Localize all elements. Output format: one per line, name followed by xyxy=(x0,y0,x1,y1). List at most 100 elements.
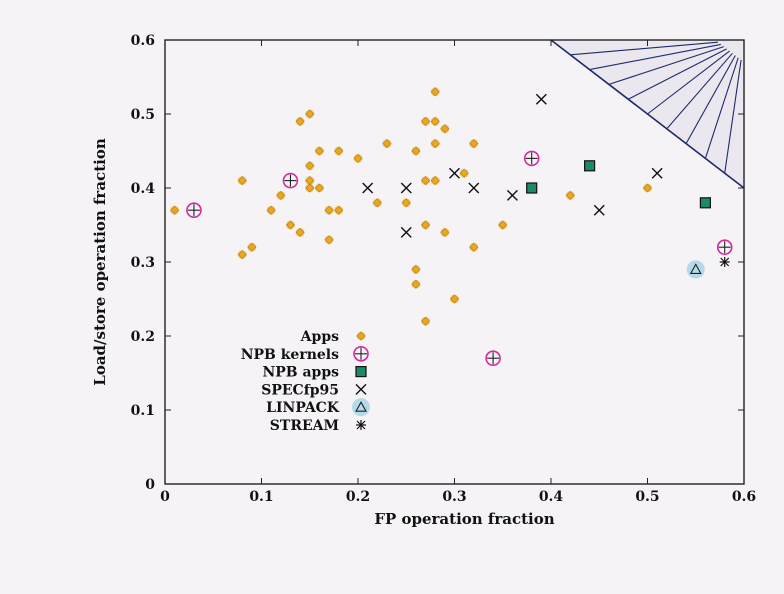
point-apps xyxy=(469,139,479,149)
legend-label-stream: STREAM xyxy=(270,418,339,434)
y-tick-label: 0.4 xyxy=(131,181,156,197)
point-apps xyxy=(305,109,315,119)
y-tick-label: 0.2 xyxy=(131,329,155,345)
point-apps xyxy=(353,153,363,163)
legend-symbol-specfp95 xyxy=(355,383,367,395)
hatch-stroke xyxy=(608,46,724,85)
point-npb-apps xyxy=(526,182,538,194)
point-npb-kernels xyxy=(523,150,540,167)
point-apps xyxy=(421,220,431,230)
legend-label-specfp95: SPECfp95 xyxy=(261,382,339,398)
point-specfp95 xyxy=(593,204,605,216)
y-tick-label: 0.6 xyxy=(131,33,155,49)
point-npb-kernels xyxy=(282,172,299,189)
hatch-stroke xyxy=(724,59,742,174)
point-apps xyxy=(411,264,421,274)
point-apps xyxy=(450,294,459,304)
point-apps xyxy=(372,198,382,208)
x-tick-label: 0.4 xyxy=(539,489,564,505)
legend-label-linpack: LINPACK xyxy=(266,400,340,416)
point-npb-kernels xyxy=(186,202,202,218)
point-specfp95 xyxy=(506,189,518,201)
y-tick-label: 0.5 xyxy=(131,107,155,123)
hatch-stroke xyxy=(704,57,739,159)
point-specfp95 xyxy=(449,167,460,179)
point-npb-apps xyxy=(699,197,712,209)
point-linpack xyxy=(686,260,705,279)
axis-ticks: 0 0.1 0.2 0.3 0.4 0.5 0.6 0 0.1 0.2 0.3 0.4 0.5 0.6 xyxy=(131,33,757,505)
point-apps xyxy=(324,205,334,215)
x-tick-label: 0.2 xyxy=(346,489,370,505)
point-apps xyxy=(237,250,247,260)
legend-symbol-linpack xyxy=(352,398,370,417)
x-tick-label: 0.5 xyxy=(635,489,659,505)
point-apps xyxy=(276,190,286,200)
legend-label-npb-apps: NPB apps xyxy=(262,365,339,381)
point-stream xyxy=(719,257,730,267)
point-apps xyxy=(295,227,305,237)
point-apps xyxy=(295,116,305,126)
point-apps xyxy=(266,205,276,215)
point-specfp95 xyxy=(468,182,480,194)
hatch-stroke xyxy=(627,48,727,100)
point-apps xyxy=(305,176,315,186)
x-tick-label: 0.3 xyxy=(442,489,466,505)
point-npb-kernels xyxy=(485,350,501,367)
point-apps xyxy=(247,242,257,252)
point-apps xyxy=(314,146,324,156)
point-apps xyxy=(334,146,344,156)
y-tick-label: 0 xyxy=(145,477,155,493)
point-specfp95 xyxy=(535,93,547,105)
point-apps xyxy=(440,124,450,134)
point-npb-kernels xyxy=(716,239,733,255)
point-apps xyxy=(430,116,440,126)
point-apps xyxy=(565,190,575,200)
y-axis-title: Load/store operation fraction xyxy=(91,138,109,386)
legend-label-apps: Apps xyxy=(300,329,339,345)
x-tick-label: 0.1 xyxy=(249,489,273,505)
point-apps xyxy=(334,205,344,215)
point-apps xyxy=(469,242,479,252)
point-apps xyxy=(305,183,315,193)
x-tick-label: 0.6 xyxy=(732,489,756,505)
y-tick-label: 0.1 xyxy=(131,403,155,419)
hatch-stroke xyxy=(570,41,718,56)
point-apps xyxy=(324,235,334,245)
y-tick-label: 0.3 xyxy=(131,255,155,271)
point-apps xyxy=(459,168,469,178)
point-apps xyxy=(401,198,411,208)
x-tick-label: 0 xyxy=(160,489,170,505)
point-apps xyxy=(430,87,440,97)
data-points xyxy=(170,87,733,367)
point-apps xyxy=(430,176,440,186)
hatch-stroke xyxy=(647,50,730,115)
legend-symbol-apps xyxy=(356,331,366,341)
point-specfp95 xyxy=(651,167,663,179)
point-apps xyxy=(643,183,652,193)
hatched-region xyxy=(550,39,745,189)
legend-symbol-stream xyxy=(356,420,366,430)
legend-symbol-npb-apps xyxy=(355,366,367,378)
point-apps xyxy=(498,220,508,230)
point-apps xyxy=(170,205,180,215)
point-apps xyxy=(411,279,421,289)
point-apps xyxy=(440,227,450,237)
point-npb-apps xyxy=(583,160,596,172)
point-apps xyxy=(421,176,431,186)
point-apps xyxy=(285,220,295,230)
point-specfp95 xyxy=(400,226,412,238)
point-apps xyxy=(314,183,324,193)
point-apps xyxy=(430,139,440,149)
point-apps xyxy=(421,116,431,126)
point-specfp95 xyxy=(362,182,374,194)
hatch-stroke xyxy=(685,55,736,144)
hatch-stroke xyxy=(666,52,733,130)
point-apps xyxy=(305,161,315,171)
legend-symbol-npb-kernels xyxy=(353,345,369,362)
point-specfp95 xyxy=(400,182,412,194)
legend-label-npb-kernels: NPB kernels xyxy=(241,347,339,363)
point-apps xyxy=(382,139,392,149)
point-apps xyxy=(411,146,421,156)
